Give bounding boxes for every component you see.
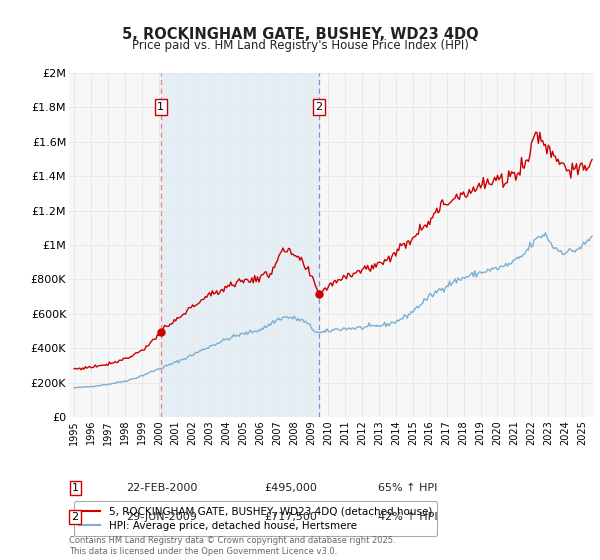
Text: 29-JUN-2009: 29-JUN-2009 (126, 512, 197, 522)
Text: 22-FEB-2000: 22-FEB-2000 (126, 483, 197, 493)
Bar (161, 73, 319, 417)
Text: 65% ↑ HPI: 65% ↑ HPI (378, 483, 437, 493)
Text: 5, ROCKINGHAM GATE, BUSHEY, WD23 4DQ: 5, ROCKINGHAM GATE, BUSHEY, WD23 4DQ (122, 27, 478, 42)
Text: £495,000: £495,000 (264, 483, 317, 493)
Text: 42% ↑ HPI: 42% ↑ HPI (378, 512, 437, 522)
Text: Price paid vs. HM Land Registry's House Price Index (HPI): Price paid vs. HM Land Registry's House … (131, 39, 469, 53)
Text: 1: 1 (157, 102, 164, 112)
Text: Contains HM Land Registry data © Crown copyright and database right 2025.
This d: Contains HM Land Registry data © Crown c… (69, 536, 395, 556)
Text: 2: 2 (71, 512, 79, 522)
Text: £717,500: £717,500 (264, 512, 317, 522)
Text: 2: 2 (316, 102, 323, 112)
Legend: 5, ROCKINGHAM GATE, BUSHEY, WD23 4DQ (detached house), HPI: Average price, detac: 5, ROCKINGHAM GATE, BUSHEY, WD23 4DQ (de… (74, 501, 437, 536)
Text: 1: 1 (71, 483, 79, 493)
